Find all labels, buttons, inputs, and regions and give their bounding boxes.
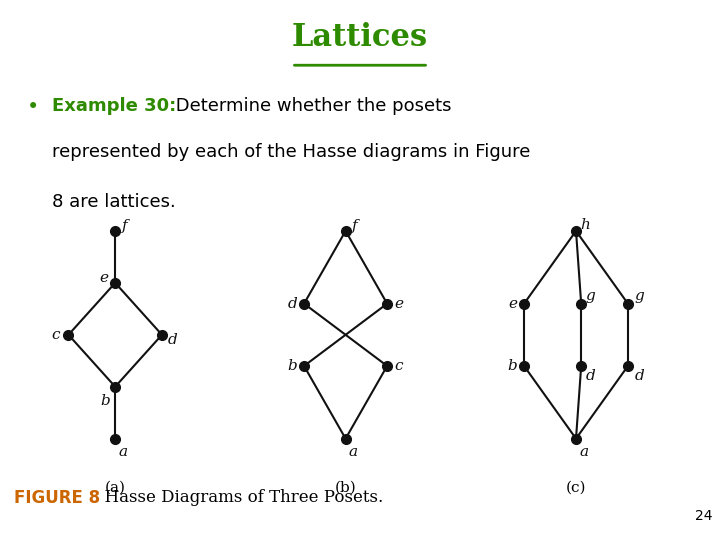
Text: d: d [585, 369, 595, 383]
Text: f: f [122, 219, 127, 233]
Text: g: g [634, 289, 644, 303]
Text: c: c [51, 328, 60, 342]
Text: d: d [288, 296, 297, 310]
Text: •: • [27, 97, 39, 117]
Text: b: b [508, 359, 518, 373]
Text: a: a [118, 444, 127, 458]
Text: Example 30:: Example 30: [53, 97, 176, 115]
Text: f: f [352, 219, 358, 233]
Text: FIGURE 8: FIGURE 8 [14, 489, 101, 507]
Text: e: e [394, 296, 403, 310]
Text: g: g [585, 289, 595, 303]
Text: represented by each of the Hasse diagrams in Figure: represented by each of the Hasse diagram… [53, 144, 531, 161]
Text: a: a [579, 444, 588, 458]
Text: h: h [580, 218, 590, 232]
Text: Lattices: Lattices [292, 22, 428, 53]
Text: c: c [395, 359, 402, 373]
Text: a: a [348, 444, 358, 458]
Text: d: d [634, 369, 644, 383]
Text: 8 are lattices.: 8 are lattices. [53, 193, 176, 211]
Text: (c): (c) [566, 481, 586, 495]
Text: 24: 24 [696, 509, 713, 523]
Text: e: e [508, 296, 517, 310]
Text: (a): (a) [104, 481, 126, 495]
Text: Hasse Diagrams of Three Posets.: Hasse Diagrams of Three Posets. [94, 489, 383, 505]
Text: Determine whether the posets: Determine whether the posets [170, 97, 451, 115]
Text: b: b [288, 359, 297, 373]
Text: e: e [99, 271, 108, 285]
Text: d: d [168, 333, 177, 347]
Text: (b): (b) [335, 481, 356, 495]
Text: b: b [100, 394, 109, 408]
